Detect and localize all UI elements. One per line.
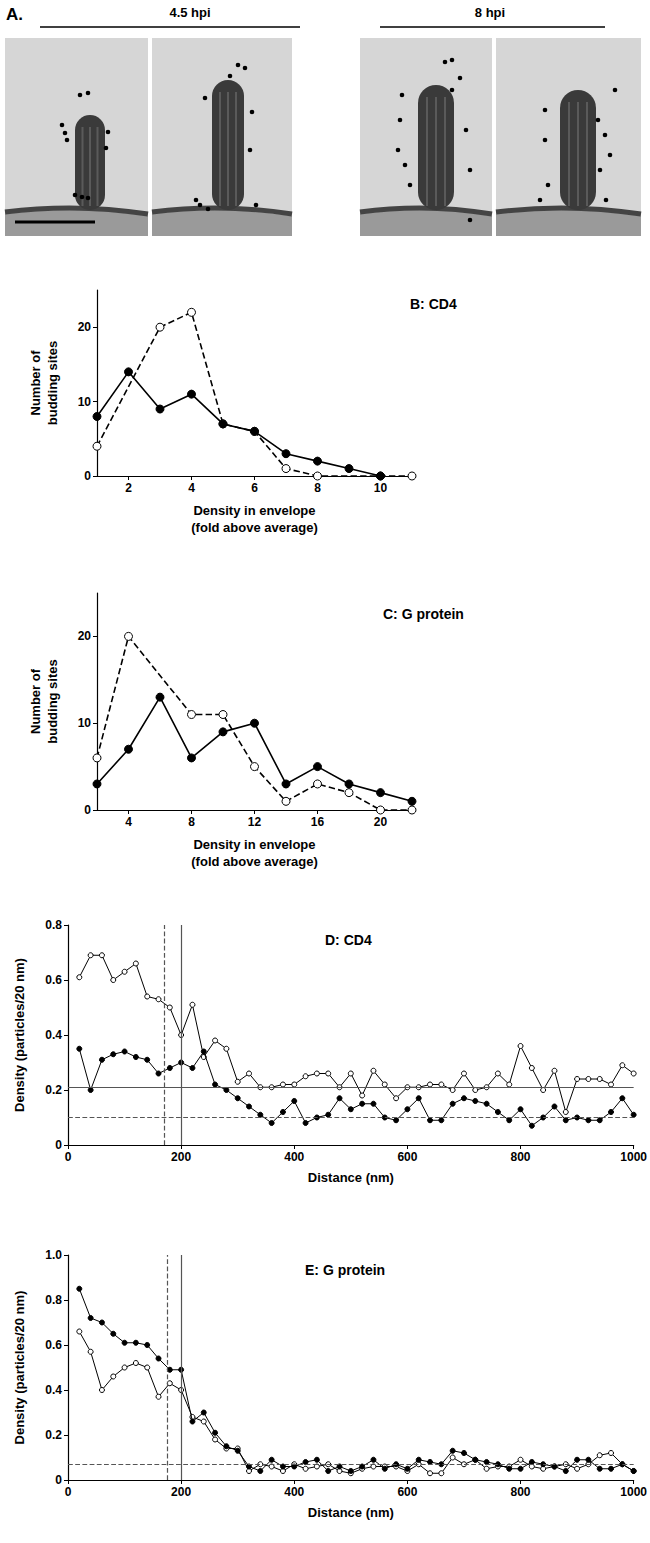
svg-text:Density (particles/20 nm): Density (particles/20 nm) — [12, 1291, 27, 1445]
svg-text:Distance (nm): Distance (nm) — [308, 1505, 394, 1520]
svg-text:200: 200 — [171, 1485, 191, 1499]
svg-text:0: 0 — [55, 1473, 62, 1487]
svg-text:0.6: 0.6 — [45, 1338, 62, 1352]
svg-text:10: 10 — [78, 395, 92, 409]
svg-text:0: 0 — [55, 1138, 62, 1152]
svg-text:0: 0 — [84, 469, 91, 483]
svg-text:A.: A. — [6, 5, 23, 24]
svg-text:0: 0 — [84, 803, 91, 817]
svg-text:1000: 1000 — [620, 1150, 647, 1164]
svg-text:4.5 hpi: 4.5 hpi — [169, 5, 210, 20]
svg-text:budding sites: budding sites — [45, 341, 60, 426]
svg-text:D: CD4: D: CD4 — [325, 932, 372, 948]
svg-text:4: 4 — [188, 481, 195, 495]
svg-text:20: 20 — [78, 320, 92, 334]
svg-text:4: 4 — [125, 815, 132, 829]
svg-text:600: 600 — [397, 1485, 417, 1499]
svg-text:8: 8 — [314, 481, 321, 495]
svg-text:800: 800 — [511, 1150, 531, 1164]
svg-text:Density in envelope: Density in envelope — [193, 503, 315, 518]
svg-text:20: 20 — [374, 815, 388, 829]
svg-text:400: 400 — [284, 1485, 304, 1499]
svg-text:0.4: 0.4 — [45, 1028, 62, 1042]
svg-text:12: 12 — [248, 815, 262, 829]
svg-text:1.0: 1.0 — [45, 1248, 62, 1262]
svg-text:1000: 1000 — [620, 1485, 647, 1499]
svg-text:6: 6 — [251, 481, 258, 495]
svg-text:C: G protein: C: G protein — [383, 606, 464, 622]
svg-text:2: 2 — [125, 481, 132, 495]
svg-text:budding sites: budding sites — [45, 659, 60, 744]
svg-text:0.4: 0.4 — [45, 1383, 62, 1397]
svg-text:0.8: 0.8 — [45, 1293, 62, 1307]
svg-text:600: 600 — [397, 1150, 417, 1164]
svg-text:Distance (nm): Distance (nm) — [308, 1170, 394, 1185]
svg-text:Number of: Number of — [28, 350, 43, 416]
svg-text:Number of: Number of — [28, 668, 43, 734]
svg-text:0.2: 0.2 — [45, 1083, 62, 1097]
svg-text:B: CD4: B: CD4 — [410, 296, 457, 312]
svg-text:0.2: 0.2 — [45, 1428, 62, 1442]
svg-text:(fold above average): (fold above average) — [191, 854, 317, 869]
svg-text:0.6: 0.6 — [45, 973, 62, 987]
svg-text:8: 8 — [188, 815, 195, 829]
svg-text:(fold above average): (fold above average) — [191, 520, 317, 535]
svg-text:0: 0 — [65, 1485, 72, 1499]
svg-text:E: G protein: E: G protein — [305, 1262, 385, 1278]
svg-text:16: 16 — [311, 815, 325, 829]
svg-text:20: 20 — [78, 629, 92, 643]
svg-text:Density (particles/20 nm): Density (particles/20 nm) — [12, 958, 27, 1112]
svg-text:8 hpi: 8 hpi — [475, 5, 505, 20]
svg-text:0: 0 — [65, 1150, 72, 1164]
svg-text:200: 200 — [171, 1150, 191, 1164]
svg-text:400: 400 — [284, 1150, 304, 1164]
svg-text:10: 10 — [78, 716, 92, 730]
svg-text:800: 800 — [511, 1485, 531, 1499]
svg-text:10: 10 — [374, 481, 388, 495]
svg-text:0.8: 0.8 — [45, 918, 62, 932]
svg-text:Density in envelope: Density in envelope — [193, 837, 315, 852]
